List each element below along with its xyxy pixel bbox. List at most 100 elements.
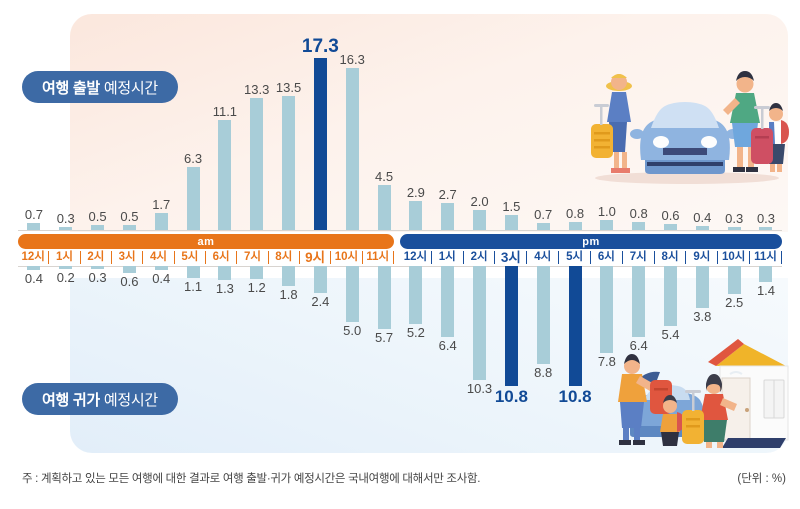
bar-column: 0.3	[750, 212, 782, 230]
bar-value-label: 1.5	[502, 199, 521, 215]
bar	[218, 119, 232, 230]
bar	[473, 266, 487, 381]
bar	[27, 266, 41, 271]
bar	[186, 167, 200, 230]
bar-column: 6.4	[432, 266, 464, 352]
bar-value-label: 1.3	[215, 281, 234, 297]
hour-tick-am-4: 4시	[143, 251, 175, 264]
bar-value-label: 5.4	[661, 327, 680, 342]
footnote-text: 주 : 계획하고 있는 모든 여행에 대한 결과로 여행 출발·귀가 예정시간은…	[22, 473, 481, 485]
family-with-car-illustration	[591, 71, 789, 184]
bar-value-label: 4.5	[375, 169, 394, 185]
bar	[441, 203, 455, 230]
departure-label-badge: 여행 출발 예정시간	[22, 71, 178, 103]
pm-rail: pm	[400, 234, 782, 249]
bar-column: 16.3	[336, 53, 368, 230]
bar	[377, 266, 391, 330]
hour-tick-pm-7: 7시	[623, 251, 655, 264]
bar-column: 5.2	[400, 266, 432, 339]
bar	[91, 266, 105, 270]
bar-column: 0.3	[50, 212, 82, 230]
departure-label-strong: 여행 출발	[42, 79, 100, 97]
hour-tick-pm-1: 1시	[432, 251, 464, 264]
bar	[59, 227, 73, 230]
bar-column: 17.3	[301, 36, 339, 230]
bar-column: 2.0	[464, 195, 496, 230]
bar-value-label: 0.7	[24, 207, 43, 223]
bar-column: 1.0	[591, 205, 623, 230]
hour-tick-pm-9: 9시	[686, 251, 719, 264]
bar	[759, 227, 773, 230]
departure-bar-chart: 0.7 0.3 0.5 0.5 1.7 6.3 11.1 13.3 13.5 17.3 16.3 4.…	[18, 30, 782, 230]
bar-value-label: 1.8	[279, 287, 298, 302]
hour-tick-pm-8: 8시	[655, 251, 687, 264]
bar	[568, 266, 582, 386]
bar-value-label: 0.8	[565, 206, 585, 222]
bar-value-label: 5.0	[343, 322, 362, 338]
bar	[473, 210, 487, 230]
bar-column: 1.8	[273, 266, 305, 301]
bar-column: 4.5	[368, 170, 400, 230]
bar-value-label: 0.3	[88, 270, 107, 286]
bar	[504, 215, 518, 230]
bar-value-label: 6.4	[438, 338, 457, 354]
departure-axis-line	[18, 230, 782, 231]
bar-value-label: 2.4	[311, 293, 330, 309]
bar	[154, 213, 168, 230]
bar	[695, 266, 709, 309]
bar	[600, 220, 614, 230]
bar-column: 3.8	[686, 266, 718, 323]
hour-tick-pm-11: 11시	[750, 251, 782, 264]
bar	[441, 266, 455, 338]
bar-column: 1.3	[209, 266, 241, 295]
am-hour-labels: 12시 1시 2시 3시 4시 5시 6시 7시 8시 9시 10시 11시	[18, 251, 394, 264]
bar	[536, 223, 550, 230]
bar	[313, 266, 327, 293]
bar	[218, 266, 232, 281]
am-rail: am	[18, 234, 394, 249]
bar	[759, 266, 773, 282]
bar-column: 8.8	[527, 266, 559, 379]
unit-label: (단위 : %)	[737, 473, 786, 485]
bar	[409, 266, 423, 324]
bar-column: 13.5	[273, 81, 305, 230]
bar	[91, 225, 105, 230]
hour-tick-am-11: 11시	[363, 251, 394, 264]
bar-value-label: 17.3	[301, 36, 339, 57]
bar-column: 0.3	[82, 266, 114, 284]
bar-column: 0.3	[718, 212, 750, 230]
bar-value-label: 1.1	[184, 279, 203, 295]
bar-value-label: 0.6	[120, 273, 139, 289]
bar-column: 0.6	[113, 266, 145, 288]
bar	[632, 266, 646, 338]
bar	[122, 225, 136, 230]
bar	[250, 266, 264, 280]
bar-value-label: 0.4	[152, 271, 171, 287]
hour-tick-pm-2: 2시	[464, 251, 496, 264]
bar	[27, 223, 41, 230]
hour-tick-am-3: 3시	[112, 251, 144, 264]
bar-column: 2.4	[304, 266, 336, 308]
bar-value-label: 0.7	[534, 207, 553, 223]
bar	[186, 266, 200, 279]
bar-value-label: 8.8	[534, 364, 553, 380]
bar-column: 5.0	[336, 266, 368, 337]
bar	[282, 95, 296, 230]
bar	[377, 185, 391, 230]
bar-column: 0.5	[82, 210, 114, 230]
bar-column: 0.4	[18, 266, 50, 285]
bar-value-label: 10.3	[466, 381, 493, 397]
bar-column: 0.4	[686, 211, 718, 230]
bar-value-label: 2.9	[406, 185, 425, 201]
bar-value-label: 2.0	[470, 194, 489, 210]
bar-column: 6.3	[177, 152, 209, 230]
bar-column: 1.7	[145, 198, 177, 230]
hour-tick-am-5: 5시	[175, 251, 206, 264]
bar-value-label: 3.8	[693, 309, 712, 325]
bar	[313, 58, 327, 230]
bar	[154, 266, 168, 271]
bar-value-label: 16.3	[339, 51, 365, 67]
bar	[536, 266, 550, 364]
hour-tick-am-8: 8시	[269, 251, 300, 264]
bar-column: 0.6	[655, 209, 687, 230]
